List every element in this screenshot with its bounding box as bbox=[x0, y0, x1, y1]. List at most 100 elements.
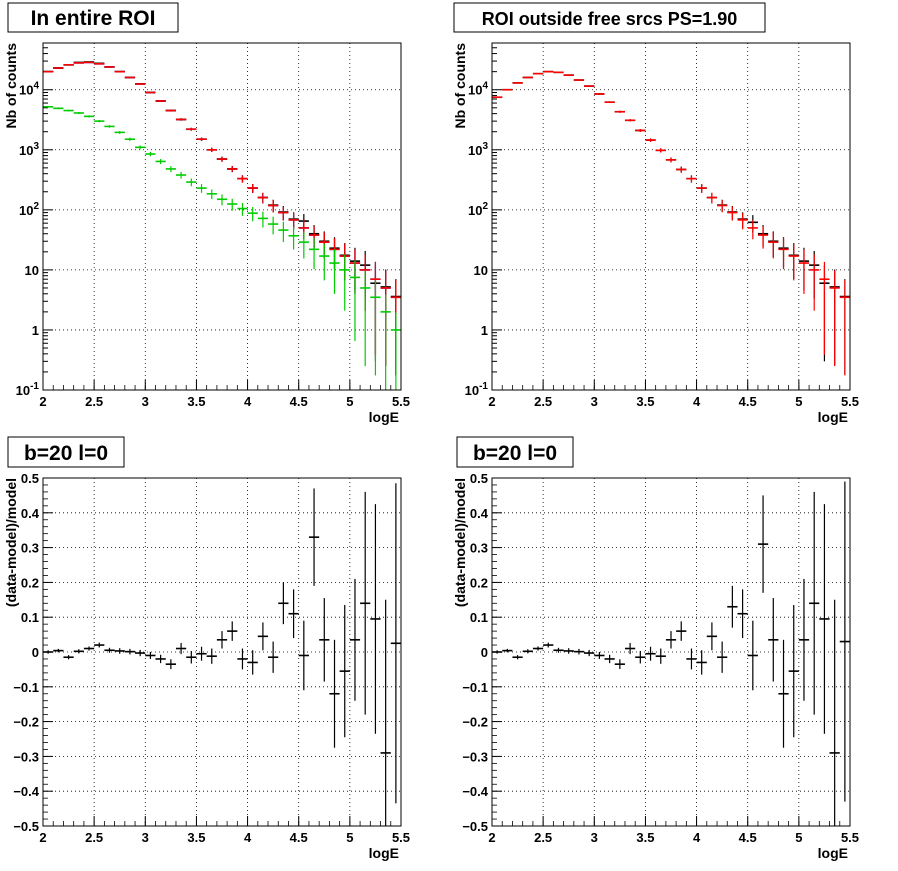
data-point bbox=[83, 646, 95, 651]
data-point bbox=[155, 654, 166, 664]
y-tick-label: 0.5 bbox=[470, 471, 488, 486]
data-point bbox=[196, 137, 207, 141]
x-tick-label: 3 bbox=[142, 394, 149, 409]
x-tick-label: 4.5 bbox=[290, 394, 308, 409]
data-point bbox=[329, 639, 340, 748]
data-point bbox=[788, 605, 799, 738]
data-point bbox=[288, 212, 299, 230]
x-tick-label: 4 bbox=[244, 830, 252, 845]
y-tick-label: 0.5 bbox=[21, 471, 39, 486]
data-point bbox=[492, 96, 503, 99]
data-point bbox=[165, 109, 176, 112]
data-point bbox=[114, 648, 125, 654]
data-point bbox=[94, 642, 105, 648]
x-tick-label: 3.5 bbox=[636, 394, 654, 409]
data-point bbox=[237, 648, 248, 670]
data-point bbox=[268, 641, 279, 673]
data-point bbox=[665, 157, 677, 163]
data-point bbox=[349, 578, 361, 701]
data-point bbox=[319, 598, 330, 682]
x-tick-label: 4 bbox=[244, 394, 252, 409]
y-tick-label: 0.4 bbox=[470, 506, 489, 521]
data-series-0 bbox=[492, 481, 850, 826]
data-point bbox=[216, 194, 228, 206]
pad-title-box: In entire ROI bbox=[7, 2, 179, 33]
data-point bbox=[247, 207, 258, 222]
data-point bbox=[809, 254, 820, 311]
data-point bbox=[186, 127, 197, 131]
x-axis-title: logE bbox=[818, 409, 848, 425]
data-point bbox=[747, 620, 758, 691]
data-point bbox=[227, 621, 238, 641]
chart-panel-bottom-right: −0.5 −0.4 −0.3 −0.2 −0.1 0 0.1 0.2 0.3 0.4 0.5 2 2.5… bbox=[452, 436, 859, 861]
data-point bbox=[145, 652, 156, 659]
data-series-0 bbox=[43, 61, 401, 376]
data-point bbox=[73, 111, 84, 115]
x-tick-label: 5 bbox=[795, 830, 802, 845]
data-point bbox=[216, 156, 228, 162]
data-point bbox=[216, 631, 228, 649]
x-axis-title: logE bbox=[369, 409, 399, 425]
data-point bbox=[104, 66, 115, 68]
y-tick-label: 104 bbox=[468, 81, 488, 98]
data-point bbox=[247, 650, 258, 675]
data-series-1 bbox=[492, 70, 850, 376]
y-tick-label: 1 bbox=[481, 323, 488, 338]
data-point bbox=[624, 642, 636, 655]
y-tick-label: 0.3 bbox=[21, 541, 39, 556]
data-point bbox=[63, 109, 74, 112]
y-tick-label: −0.1 bbox=[13, 680, 39, 695]
data-point bbox=[104, 125, 115, 128]
data-point bbox=[390, 483, 401, 804]
data-point bbox=[839, 279, 850, 376]
data-point bbox=[43, 105, 54, 108]
y-tick-label: 104 bbox=[19, 81, 39, 98]
pad-title-box: b=20 l=0 bbox=[456, 436, 574, 468]
y-tick-label: 0 bbox=[32, 645, 39, 660]
data-point bbox=[809, 491, 820, 715]
data-point bbox=[268, 216, 279, 235]
x-axis-title: logE bbox=[818, 845, 848, 861]
data-point bbox=[308, 488, 320, 586]
pad-title: b=20 l=0 bbox=[473, 442, 557, 465]
plot-frame bbox=[491, 477, 851, 827]
data-point bbox=[696, 650, 707, 675]
x-tick-label: 2 bbox=[488, 830, 495, 845]
data-point bbox=[532, 72, 544, 75]
data-point bbox=[124, 137, 136, 141]
data-point bbox=[553, 71, 564, 74]
x-axis-title: logE bbox=[369, 845, 399, 861]
y-tick-label: −0.3 bbox=[462, 749, 488, 764]
data-point bbox=[53, 648, 64, 653]
data-point bbox=[543, 642, 554, 648]
data-series-1 bbox=[43, 61, 401, 375]
data-point bbox=[73, 649, 84, 654]
pad-title-box: b=20 l=0 bbox=[7, 436, 125, 468]
x-tick-label: 2.5 bbox=[85, 394, 103, 409]
x-tick-label: 5 bbox=[346, 394, 353, 409]
data-point bbox=[298, 620, 309, 691]
data-point bbox=[104, 647, 115, 653]
data-point bbox=[584, 85, 595, 87]
pad-title: b=20 l=0 bbox=[24, 442, 108, 465]
data-point bbox=[298, 232, 309, 259]
data-point bbox=[829, 599, 840, 826]
data-point bbox=[186, 178, 197, 187]
data-point bbox=[778, 639, 789, 748]
data-point bbox=[63, 64, 74, 66]
data-point bbox=[206, 147, 217, 152]
x-tick-label: 4.5 bbox=[739, 394, 757, 409]
y-tick-label: −0.5 bbox=[462, 819, 488, 834]
data-point bbox=[635, 650, 646, 664]
x-tick-label: 4.5 bbox=[290, 830, 308, 845]
x-tick-label: 5 bbox=[795, 394, 802, 409]
data-point bbox=[114, 130, 125, 134]
y-tick-label: −0.2 bbox=[13, 715, 39, 730]
x-tick-label: 3 bbox=[142, 830, 149, 845]
data-point bbox=[584, 649, 595, 657]
data-point bbox=[257, 622, 269, 651]
data-point bbox=[512, 655, 523, 660]
data-point bbox=[380, 294, 391, 390]
data-point bbox=[655, 148, 666, 153]
